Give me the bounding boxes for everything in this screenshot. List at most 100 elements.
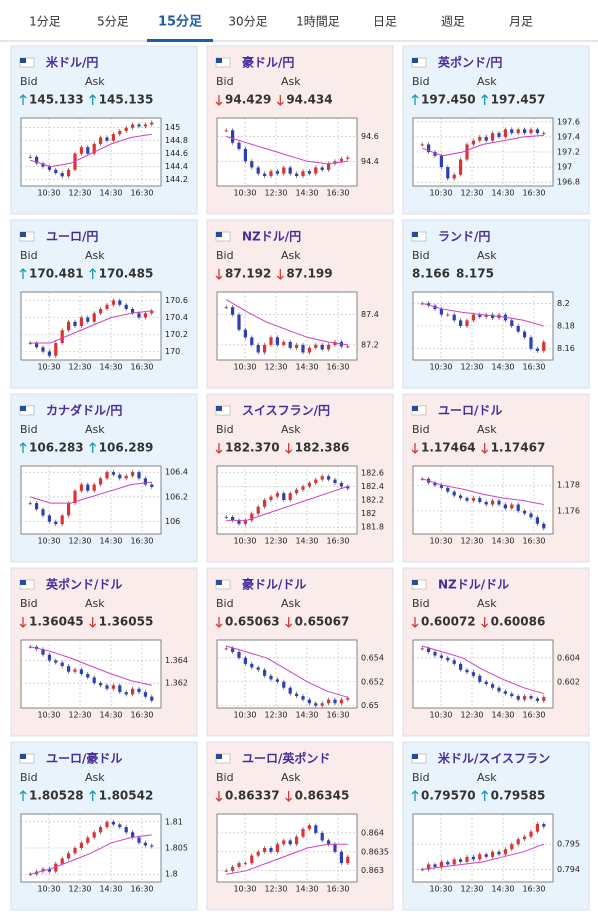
down-arrow [285, 791, 293, 802]
bid-label: Bid [216, 597, 234, 610]
candle [41, 509, 45, 516]
candle [478, 498, 482, 502]
candle [124, 304, 128, 309]
bid-value: 197.450 [421, 93, 476, 107]
candle [535, 517, 539, 524]
candle [224, 307, 228, 309]
candle [92, 313, 96, 322]
bid-label: Bid [216, 771, 234, 784]
candle [320, 832, 324, 841]
x-tick-label: 10:30 [37, 885, 60, 894]
candle [478, 136, 482, 141]
candle [452, 859, 456, 865]
candle [523, 331, 527, 338]
candle [131, 124, 135, 128]
candle [420, 648, 424, 650]
x-tick-label: 14:30 [491, 189, 514, 198]
x-tick-label: 12:30 [460, 537, 483, 546]
y-tick-label: 182.2 [361, 496, 384, 505]
candle [237, 314, 241, 330]
candle [275, 171, 279, 174]
candle [314, 703, 318, 706]
candle [137, 313, 141, 318]
moving-average [30, 310, 152, 344]
tab[interactable]: 5分足 [97, 15, 129, 29]
candle [275, 337, 279, 345]
candle [28, 874, 32, 876]
pair-name: スイスフラン/円 [242, 404, 330, 418]
candle [465, 144, 469, 160]
candle [446, 314, 450, 316]
x-tick-label: 10:30 [429, 189, 452, 198]
candle [243, 329, 247, 338]
x-tick-label: 10:30 [233, 885, 256, 894]
x-tick-label: 10:30 [37, 189, 60, 198]
y-tick-label: 0.654 [361, 653, 384, 662]
tab[interactable]: 15分足 [158, 14, 203, 30]
candle [420, 303, 424, 305]
candle [47, 654, 51, 661]
up-arrow [19, 790, 27, 801]
candle [263, 173, 267, 177]
up-arrow [89, 790, 97, 801]
candle [523, 836, 527, 840]
candle [314, 825, 318, 833]
candle [269, 496, 273, 500]
tab[interactable]: 日足 [373, 15, 397, 29]
bid-value: 8.166 [412, 267, 450, 281]
down-arrow [481, 443, 489, 454]
pair-name: ユーロ/円 [46, 230, 98, 244]
y-tick-label: 0.863 [361, 866, 384, 875]
y-tick-label: 0.652 [361, 677, 384, 686]
chart-area [216, 117, 358, 187]
tab[interactable]: 1分足 [29, 15, 61, 29]
candle [307, 699, 311, 704]
y-tick-label: 1.176 [557, 506, 580, 515]
candle [478, 675, 482, 682]
y-tick-label: 181.8 [361, 523, 384, 532]
candle [118, 474, 122, 479]
ask-label: Ask [477, 597, 497, 610]
tab[interactable]: 月足 [509, 15, 533, 29]
candle [67, 321, 71, 331]
candle [523, 129, 527, 134]
candle [256, 667, 260, 670]
y-tick-label: 1.178 [557, 481, 580, 490]
candle [510, 320, 514, 326]
ask-label: Ask [477, 423, 497, 436]
ask-value: 0.65067 [295, 615, 350, 629]
tab[interactable]: 1時間足 [296, 15, 340, 29]
candle [314, 167, 318, 174]
up-arrow [19, 94, 27, 105]
ask-label: Ask [477, 249, 497, 262]
candle [288, 167, 292, 174]
up-arrow [19, 442, 27, 453]
candle [105, 472, 109, 479]
candle [301, 171, 305, 177]
ask-value: 0.79585 [491, 789, 546, 803]
ask-value: 145.135 [99, 93, 154, 107]
candle [295, 173, 299, 177]
x-tick-label: 16:30 [130, 189, 153, 198]
flag-mark [216, 232, 222, 237]
flag-mark [20, 232, 26, 237]
candle [250, 161, 254, 168]
candle [320, 167, 324, 170]
chart-area [412, 465, 554, 535]
down-arrow [89, 617, 97, 628]
down-arrow [411, 617, 419, 628]
candle [250, 855, 254, 864]
bid-value: 145.133 [29, 93, 84, 107]
candle [231, 517, 235, 521]
bid-value: 1.36045 [29, 615, 84, 629]
candle [491, 500, 495, 505]
moving-average [226, 136, 348, 165]
candle [231, 866, 235, 871]
x-tick-label: 14:30 [491, 885, 514, 894]
tab[interactable]: 30分足 [228, 15, 267, 29]
tab[interactable]: 週足 [441, 15, 465, 29]
candle [459, 495, 463, 499]
candle [433, 651, 437, 656]
x-tick-label: 16:30 [130, 885, 153, 894]
